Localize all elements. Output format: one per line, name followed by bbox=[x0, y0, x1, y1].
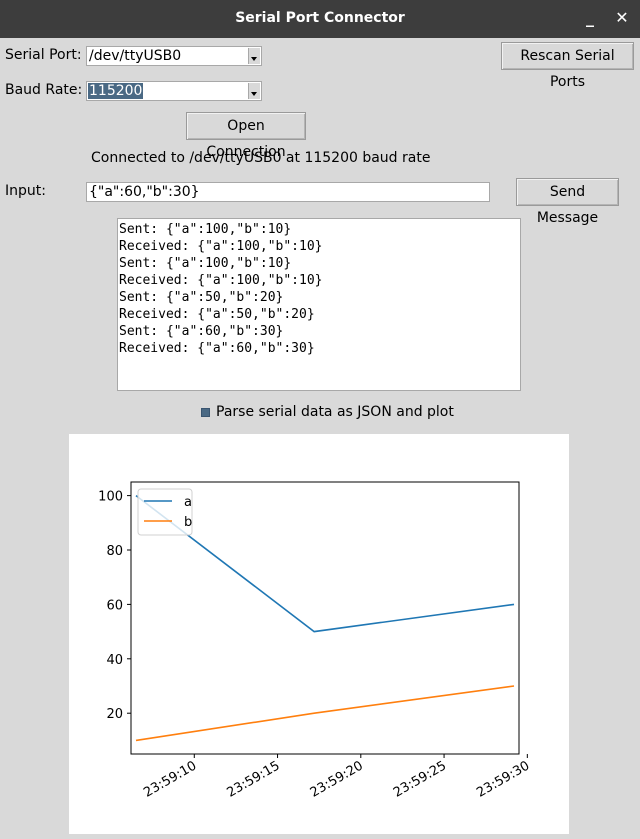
y-tick-label: 20 bbox=[106, 707, 123, 722]
baud-rate-value: 115200 bbox=[88, 83, 144, 99]
log-line: Sent: {"a":50,"b":20} bbox=[119, 290, 284, 305]
log-line: Received: {"a":50,"b":20} bbox=[119, 307, 315, 322]
serial-port-value: /dev/ttyUSB0 bbox=[89, 48, 182, 64]
x-tick-label: 23:59:30 bbox=[474, 758, 532, 800]
close-button[interactable]: ✕ bbox=[615, 8, 629, 27]
connection-status: Connected to /dev/ttyUSB0 at 115200 baud… bbox=[91, 150, 431, 166]
rescan-serial-ports-button[interactable]: Rescan Serial Ports bbox=[501, 42, 634, 90]
x-tick-label: 23:59:10 bbox=[141, 758, 199, 800]
input-label: Input: bbox=[5, 183, 46, 199]
serial-port-select[interactable]: /dev/ttyUSB0 bbox=[86, 46, 262, 66]
serial-port-label: Serial Port: bbox=[5, 47, 82, 63]
log-line: Received: {"a":100,"b":10} bbox=[119, 273, 323, 288]
log-line: Sent: {"a":100,"b":10} bbox=[119, 222, 292, 237]
y-tick-label: 60 bbox=[106, 598, 123, 613]
log-line: Sent: {"a":100,"b":10} bbox=[119, 256, 292, 271]
log-line: Sent: {"a":60,"b":30} bbox=[119, 324, 284, 339]
send-message-button[interactable]: Send Message bbox=[516, 178, 619, 226]
series-line-b bbox=[135, 685, 515, 742]
open-connection-button[interactable]: Open Connection bbox=[186, 112, 306, 160]
plot-panel: 20 40 60 80 100 23:59:10 23:59:15 23:59:20 23:59… bbox=[69, 434, 569, 834]
legend-label-a: a bbox=[184, 495, 192, 510]
y-tick-label: 40 bbox=[106, 653, 123, 668]
baud-rate-select[interactable]: 115200 bbox=[86, 81, 262, 101]
checkbox-checked-icon[interactable] bbox=[201, 408, 210, 417]
chevron-down-icon[interactable] bbox=[248, 48, 260, 64]
x-tick-label: 23:59:25 bbox=[391, 758, 449, 800]
line-chart: 20 40 60 80 100 23:59:10 23:59:15 23:59:20 23:59… bbox=[98, 481, 532, 801]
minimize-button[interactable]: _ bbox=[586, 8, 594, 27]
message-input-field[interactable] bbox=[86, 182, 490, 202]
baud-rate-label: Baud Rate: bbox=[5, 82, 83, 98]
legend-label-b: b bbox=[184, 515, 192, 530]
chevron-down-icon[interactable] bbox=[248, 83, 260, 99]
plot-area-frame bbox=[130, 481, 520, 755]
message-input[interactable] bbox=[87, 183, 489, 201]
y-tick-label: 100 bbox=[98, 490, 123, 505]
window-title: Serial Port Connector bbox=[235, 10, 405, 26]
serial-log-textbox[interactable]: Sent: {"a":100,"b":10} Received: {"a":100… bbox=[117, 218, 521, 391]
log-line: Received: {"a":60,"b":30} bbox=[119, 341, 315, 356]
series-line-a bbox=[135, 494, 515, 633]
y-tick-label: 80 bbox=[106, 544, 123, 559]
x-tick-label: 23:59:15 bbox=[224, 758, 282, 800]
title-bar: Serial Port Connector _ ✕ bbox=[0, 0, 640, 38]
x-tick-label: 23:59:20 bbox=[308, 758, 366, 800]
parse-json-label: Parse serial data as JSON and plot bbox=[216, 404, 454, 420]
log-line: Received: {"a":100,"b":10} bbox=[119, 239, 323, 254]
